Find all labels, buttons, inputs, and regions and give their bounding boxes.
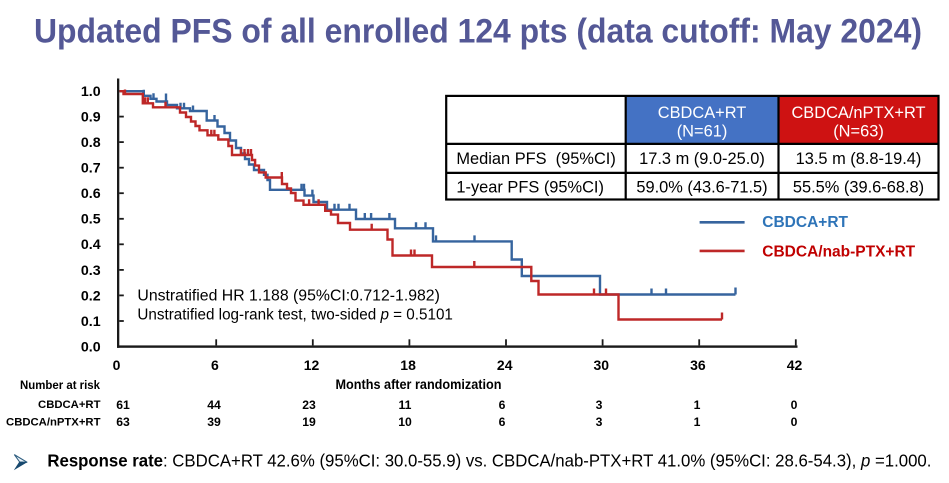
- svg-text:0.7: 0.7: [81, 161, 101, 177]
- svg-text:55.5% (39.6-68.8): 55.5% (39.6-68.8): [793, 179, 924, 197]
- svg-text:0: 0: [113, 357, 121, 373]
- svg-text:44: 44: [207, 398, 221, 412]
- svg-text:13.5 m (8.8-19.4): 13.5 m (8.8-19.4): [796, 150, 922, 168]
- svg-text:19: 19: [302, 415, 316, 429]
- svg-text:0: 0: [791, 398, 798, 412]
- svg-text:30: 30: [594, 357, 610, 373]
- svg-text:0: 0: [791, 415, 798, 429]
- svg-text:3: 3: [596, 415, 603, 429]
- svg-text:0.5: 0.5: [81, 212, 101, 228]
- svg-text:(N=61): (N=61): [677, 123, 728, 141]
- svg-text:0.4: 0.4: [81, 237, 101, 253]
- svg-text:63: 63: [116, 415, 130, 429]
- svg-text:0.6: 0.6: [81, 186, 101, 202]
- svg-text:17.3 m (9.0-25.0): 17.3 m (9.0-25.0): [639, 150, 765, 168]
- svg-text:(N=63): (N=63): [833, 123, 884, 141]
- svg-text:Response rate: CBDCA+RT 42.6%: Response rate: CBDCA+RT 42.6% (95%CI: 30…: [47, 451, 931, 471]
- svg-text:Median PFS (95%CI): Median PFS (95%CI): [456, 150, 615, 168]
- svg-text:CBDCA+RT: CBDCA+RT: [762, 214, 848, 231]
- svg-text:59.0% (43.6-71.5): 59.0% (43.6-71.5): [636, 179, 767, 197]
- svg-text:6: 6: [211, 357, 219, 373]
- svg-text:12: 12: [304, 357, 320, 373]
- svg-text:61: 61: [116, 398, 130, 412]
- svg-text:42: 42: [787, 357, 803, 373]
- svg-text:1: 1: [694, 415, 701, 429]
- svg-text:0.2: 0.2: [81, 288, 101, 304]
- svg-text:0.1: 0.1: [81, 314, 101, 330]
- svg-text:6: 6: [499, 415, 506, 429]
- svg-text:CBDCA+RT: CBDCA+RT: [38, 399, 101, 411]
- svg-text:Unstratified HR 1.188 (95%CI:0: Unstratified HR 1.188 (95%CI:0.712-1.982…: [137, 288, 440, 305]
- svg-text:39: 39: [207, 415, 221, 429]
- svg-text:6: 6: [499, 398, 506, 412]
- svg-text:24: 24: [497, 357, 513, 373]
- svg-text:0.3: 0.3: [81, 263, 101, 279]
- svg-text:1: 1: [694, 398, 701, 412]
- svg-text:23: 23: [302, 398, 316, 412]
- svg-text:10: 10: [398, 415, 412, 429]
- svg-text:0.9: 0.9: [81, 110, 101, 126]
- svg-text:CBDCA+RT: CBDCA+RT: [658, 104, 747, 122]
- svg-text:36: 36: [690, 357, 706, 373]
- svg-text:0.0: 0.0: [81, 339, 101, 355]
- svg-text:11: 11: [399, 398, 412, 412]
- svg-text:CBDCA/nab-PTX+RT: CBDCA/nab-PTX+RT: [762, 244, 915, 261]
- svg-text:CBDCA/nPTX+RT: CBDCA/nPTX+RT: [6, 416, 101, 428]
- svg-text:CBDCA/nPTX+RT: CBDCA/nPTX+RT: [791, 104, 925, 122]
- svg-text:Months after randomization: Months after randomization: [336, 376, 502, 392]
- svg-text:Updated PFS of all enrolled 12: Updated PFS of all enrolled 124 pts (dat…: [34, 13, 922, 51]
- svg-text:1.0: 1.0: [81, 84, 101, 100]
- svg-text:3: 3: [596, 398, 603, 412]
- svg-text:1-year PFS (95%CI): 1-year PFS (95%CI): [456, 179, 604, 197]
- svg-text:18: 18: [400, 357, 416, 373]
- svg-text:Number at risk: Number at risk: [20, 378, 100, 392]
- svg-text:0.8: 0.8: [81, 135, 101, 151]
- svg-text:Unstratified log-rank test, tw: Unstratified log-rank test, two-sided p …: [137, 307, 452, 324]
